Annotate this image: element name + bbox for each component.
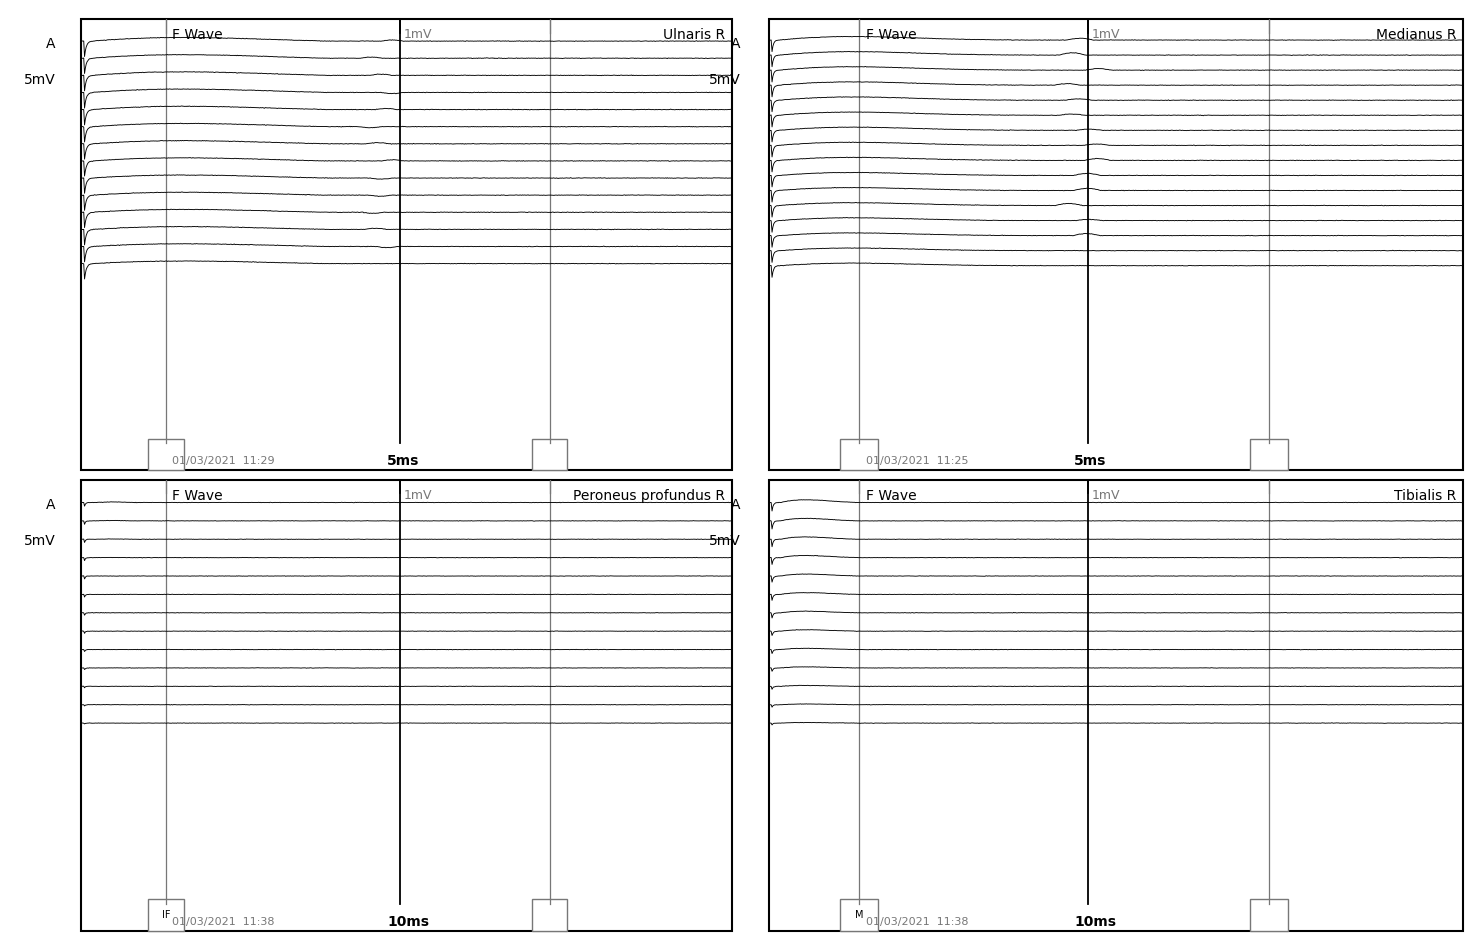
Text: F Wave: F Wave: [173, 28, 223, 42]
Text: Peroneus profundus R: Peroneus profundus R: [573, 489, 726, 503]
Text: 5ms: 5ms: [387, 454, 420, 468]
Text: 01/03/2021  11:38: 01/03/2021 11:38: [173, 917, 275, 927]
Bar: [532, 900, 568, 931]
Text: Medianus R: Medianus R: [1376, 28, 1456, 42]
Text: 5mV: 5mV: [709, 73, 740, 87]
Text: 10ms: 10ms: [1075, 915, 1116, 929]
Text: Ulnaris R: Ulnaris R: [664, 28, 726, 42]
Text: 5mV: 5mV: [24, 534, 55, 548]
Text: A: A: [46, 498, 55, 512]
Text: F Wave: F Wave: [866, 28, 916, 42]
Text: M: M: [854, 910, 863, 921]
Text: 01/03/2021  11:29: 01/03/2021 11:29: [173, 456, 275, 466]
Text: A: A: [46, 37, 55, 51]
Text: 01/03/2021  11:25: 01/03/2021 11:25: [866, 456, 968, 466]
Bar: [840, 900, 878, 931]
Text: 01/03/2021  11:38: 01/03/2021 11:38: [866, 917, 968, 927]
Text: 1mV: 1mV: [403, 28, 432, 41]
Bar: [148, 900, 183, 931]
Text: 10ms: 10ms: [387, 915, 429, 929]
Bar: [840, 439, 878, 470]
Text: 5mV: 5mV: [709, 534, 740, 548]
Text: 1mV: 1mV: [403, 489, 432, 502]
Text: F Wave: F Wave: [173, 489, 223, 503]
Text: F Wave: F Wave: [866, 489, 916, 503]
Text: IF: IF: [161, 910, 170, 921]
Text: 5ms: 5ms: [1075, 454, 1107, 468]
Text: Tibialis R: Tibialis R: [1394, 489, 1456, 503]
Text: 1mV: 1mV: [1092, 489, 1120, 502]
Bar: [1249, 900, 1287, 931]
Text: 1mV: 1mV: [1092, 28, 1120, 41]
Bar: [532, 439, 568, 470]
Bar: [1249, 439, 1287, 470]
Text: A: A: [732, 37, 740, 51]
Text: 5mV: 5mV: [24, 73, 55, 87]
Bar: [148, 439, 183, 470]
Text: A: A: [732, 498, 740, 512]
